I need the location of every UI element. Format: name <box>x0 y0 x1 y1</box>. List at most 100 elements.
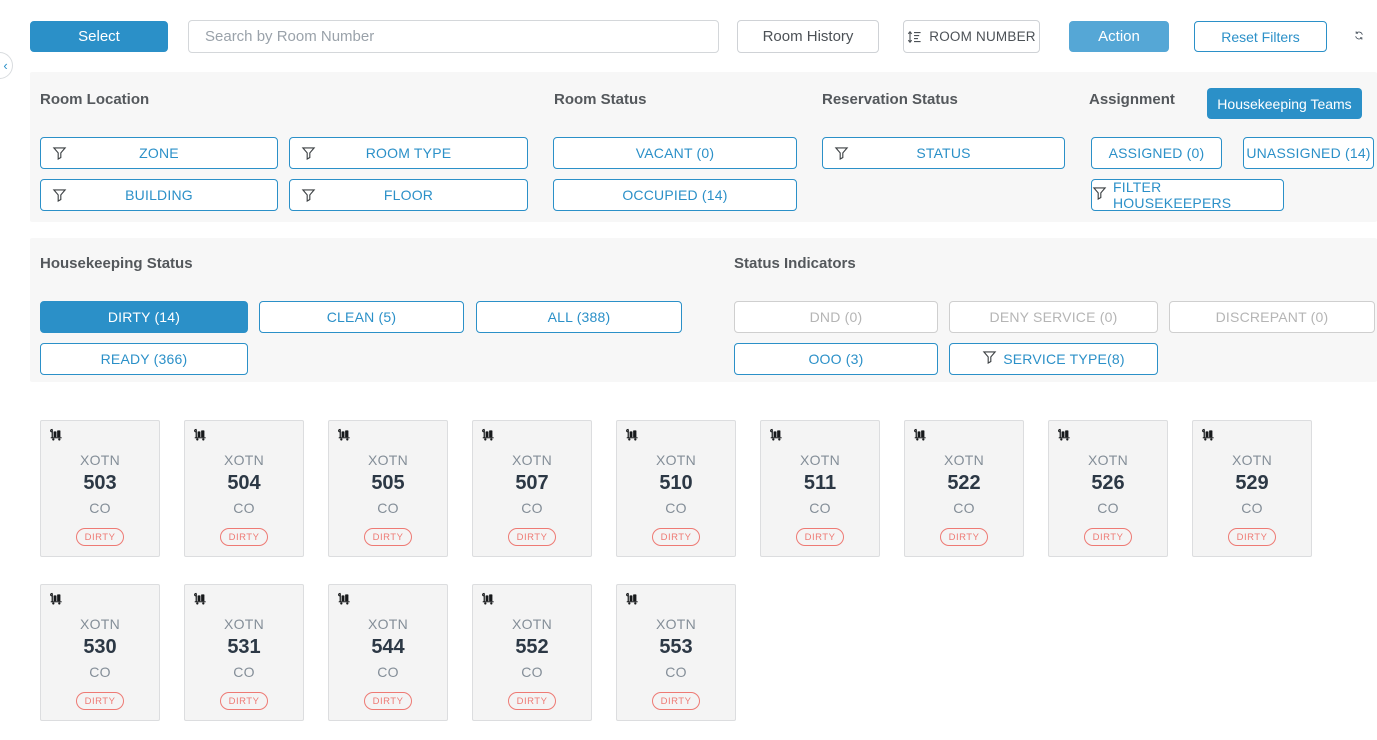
collapse-panel-toggle[interactable]: ‹ <box>0 52 13 79</box>
filter-funnel-icon <box>1092 186 1107 204</box>
room-number: 552 <box>515 636 549 658</box>
filter-ooo-button[interactable]: OOO (3) <box>734 343 938 375</box>
filter-label: ROOM TYPE <box>365 145 452 161</box>
room-number: 504 <box>227 472 261 494</box>
room-occupancy-status: CO <box>377 664 399 680</box>
room-number: 526 <box>1091 472 1125 494</box>
filter-all-button[interactable]: ALL (388) <box>476 301 682 333</box>
housekeeping-cart-icon <box>768 428 783 446</box>
room-card[interactable]: XOTN 510 CO DIRTY <box>616 420 736 557</box>
filter-label: UNASSIGNED (14) <box>1246 145 1371 161</box>
room-card[interactable]: XOTN 503 CO DIRTY <box>40 420 160 557</box>
room-number: 507 <box>515 472 549 494</box>
sort-label: ROOM NUMBER <box>929 29 1036 44</box>
filter-funnel-icon <box>982 350 997 368</box>
room-number: 510 <box>659 472 693 494</box>
filter-label: ASSIGNED (0) <box>1108 145 1205 161</box>
reservation-status-heading: Reservation Status <box>822 91 958 108</box>
filter-funnel-icon <box>52 146 67 164</box>
room-number: 522 <box>947 472 981 494</box>
room-number: 529 <box>1235 472 1269 494</box>
filter-building-button[interactable]: BUILDING <box>40 179 278 211</box>
filter-assigned-button[interactable]: ASSIGNED (0) <box>1091 137 1222 169</box>
room-hotel-code: XOTN <box>223 452 265 468</box>
room-hotel-code: XOTN <box>223 616 265 632</box>
housekeeping-cart-icon <box>48 428 63 446</box>
room-history-button[interactable]: Room History <box>737 20 879 53</box>
filter-funnel-icon <box>834 146 849 164</box>
room-status-badge: DIRTY <box>795 528 845 546</box>
filter-label: DISCREPANT (0) <box>1215 309 1329 325</box>
room-card[interactable]: XOTN 530 CO DIRTY <box>40 584 160 721</box>
room-card[interactable]: XOTN 529 CO DIRTY <box>1192 420 1312 557</box>
housekeeping-cart-icon <box>624 592 639 610</box>
filter-unassigned-button[interactable]: UNASSIGNED (14) <box>1243 137 1374 169</box>
room-number: 553 <box>659 636 693 658</box>
room-card[interactable]: XOTN 553 CO DIRTY <box>616 584 736 721</box>
filter-occupied-button[interactable]: OCCUPIED (14) <box>553 179 797 211</box>
housekeeping-cart-icon <box>480 592 495 610</box>
filters-panel: Room Location Room Status Reservation St… <box>30 72 1377 222</box>
filter-label: ZONE <box>139 145 179 161</box>
filter-zone-button[interactable]: ZONE <box>40 137 278 169</box>
filter-room-type-button[interactable]: ROOM TYPE <box>289 137 528 169</box>
housekeeping-cart-icon <box>480 428 495 446</box>
filter-vacant-button[interactable]: VACANT (0) <box>553 137 797 169</box>
room-occupancy-status: CO <box>665 500 687 516</box>
room-hotel-code: XOTN <box>79 452 121 468</box>
room-card[interactable]: XOTN 526 CO DIRTY <box>1048 420 1168 557</box>
filter-label: STATUS <box>916 145 971 161</box>
room-card[interactable]: XOTN 511 CO DIRTY <box>760 420 880 557</box>
room-number: 505 <box>371 472 405 494</box>
housekeeping-cart-icon <box>192 592 207 610</box>
room-card[interactable]: XOTN 504 CO DIRTY <box>184 420 304 557</box>
room-number: 544 <box>371 636 405 658</box>
housekeeping-cart-icon <box>912 428 927 446</box>
room-occupancy-status: CO <box>809 500 831 516</box>
filter-label: SERVICE TYPE(8) <box>1003 351 1125 367</box>
filter-label: VACANT (0) <box>635 145 715 161</box>
rooms-grid: XOTN 503 CO DIRTY XOTN 504 CO DIRTY <box>40 420 1340 721</box>
action-button[interactable]: Action <box>1069 21 1169 52</box>
filter-label: DIRTY (14) <box>107 309 181 325</box>
room-card[interactable]: XOTN 507 CO DIRTY <box>472 420 592 557</box>
room-occupancy-status: CO <box>1097 500 1119 516</box>
housekeeping-cart-icon <box>336 592 351 610</box>
filter-ready-button[interactable]: READY (366) <box>40 343 248 375</box>
room-hotel-code: XOTN <box>367 616 409 632</box>
filter-label: FLOOR <box>383 187 434 203</box>
housekeeping-cart-icon <box>624 428 639 446</box>
room-status-badge: DIRTY <box>939 528 989 546</box>
room-occupancy-status: CO <box>377 500 399 516</box>
refresh-sync-icon[interactable] <box>1348 24 1370 46</box>
chevron-left-icon: ‹ <box>3 58 8 73</box>
filter-housekeepers-button[interactable]: FILTER HOUSEKEEPERS <box>1091 179 1284 211</box>
status-panel: Housekeeping Status Status Indicators DI… <box>30 238 1377 382</box>
room-hotel-code: XOTN <box>943 452 985 468</box>
filter-floor-button[interactable]: FLOOR <box>289 179 528 211</box>
sort-by-room-number-button[interactable]: ROOM NUMBER <box>903 20 1040 53</box>
search-input[interactable] <box>188 20 719 53</box>
filter-dirty-button[interactable]: DIRTY (14) <box>40 301 248 333</box>
filter-label: DND (0) <box>809 309 863 325</box>
select-button[interactable]: Select <box>30 21 168 52</box>
housekeeping-cart-icon <box>48 592 63 610</box>
room-card[interactable]: XOTN 544 CO DIRTY <box>328 584 448 721</box>
room-card[interactable]: XOTN 522 CO DIRTY <box>904 420 1024 557</box>
filter-service-type-button[interactable]: SERVICE TYPE(8) <box>949 343 1158 375</box>
room-location-heading: Room Location <box>40 91 150 108</box>
filter-clean-button[interactable]: CLEAN (5) <box>259 301 464 333</box>
housekeeping-teams-button[interactable]: Housekeeping Teams <box>1207 88 1362 119</box>
room-card[interactable]: XOTN 505 CO DIRTY <box>328 420 448 557</box>
filter-label: READY (366) <box>100 351 188 367</box>
filter-reservation-status-button[interactable]: STATUS <box>822 137 1065 169</box>
room-hotel-code: XOTN <box>79 616 121 632</box>
status-indicators-heading: Status Indicators <box>734 255 856 272</box>
filter-funnel-icon <box>52 188 67 206</box>
room-card[interactable]: XOTN 552 CO DIRTY <box>472 584 592 721</box>
room-occupancy-status: CO <box>233 664 255 680</box>
room-occupancy-status: CO <box>665 664 687 680</box>
room-card[interactable]: XOTN 531 CO DIRTY <box>184 584 304 721</box>
room-hotel-code: XOTN <box>1087 452 1129 468</box>
reset-filters-button[interactable]: Reset Filters <box>1194 21 1327 52</box>
